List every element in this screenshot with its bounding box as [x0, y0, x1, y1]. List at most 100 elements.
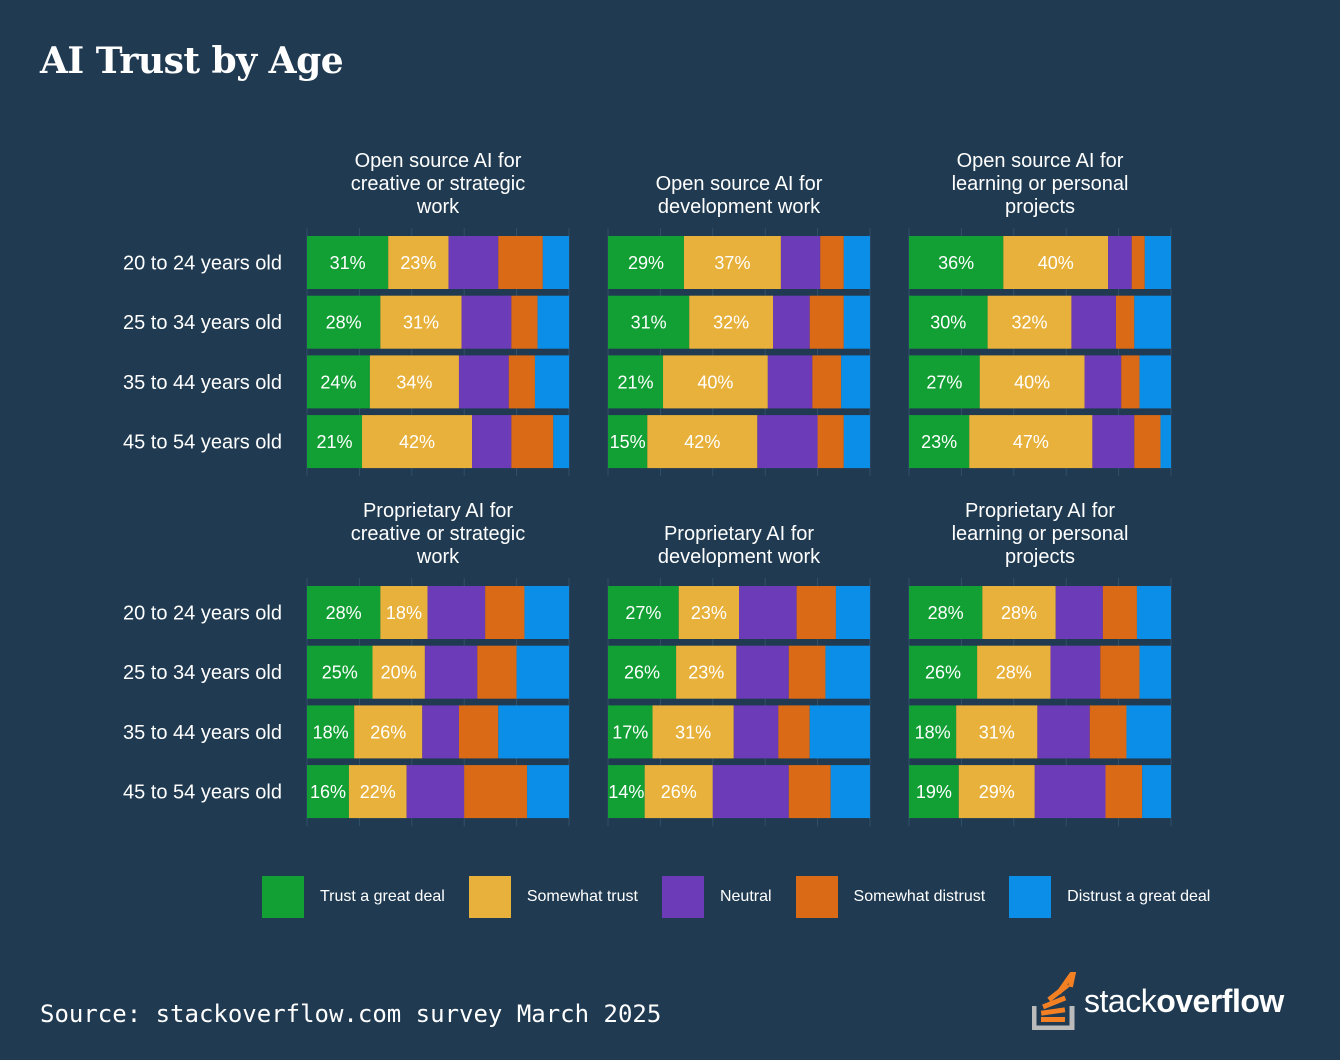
- bar-segment-neutral: [733, 705, 779, 759]
- bar-segment-somewhat-distrust: [1089, 705, 1127, 759]
- bar-segment-neutral: [1050, 645, 1101, 699]
- bar-segment-trust-a-great-deal: [909, 295, 988, 349]
- legend: Trust a great deal Somewhat trust Neutral S…: [262, 876, 1234, 918]
- legend-item: Trust a great deal: [262, 876, 459, 918]
- bar-segment-neutral: [472, 415, 512, 469]
- panel-title-line: learning or personal: [952, 173, 1129, 195]
- panel-title-line: Open source AI for: [656, 173, 823, 195]
- bar-segment-trust-a-great-deal: [307, 295, 381, 349]
- panel-title-line: projects: [1005, 196, 1075, 218]
- panel-title-line: Proprietary AI for: [363, 500, 513, 522]
- bar-segment-somewhat-distrust: [511, 295, 538, 349]
- data-label: 28%: [1001, 603, 1037, 623]
- bar-segment-somewhat-distrust: [1102, 586, 1137, 639]
- bar-segment-neutral: [448, 236, 499, 289]
- data-label: 32%: [1012, 313, 1048, 333]
- bar-segment-somewhat-trust: [647, 415, 758, 469]
- stackoverflow-logo: stackoverflow: [1032, 972, 1284, 1030]
- data-label: 14%: [608, 782, 644, 802]
- legend-label: Somewhat distrust: [853, 888, 986, 905]
- bar-segment-somewhat-trust: [372, 645, 425, 699]
- bar-segment-somewhat-trust: [1003, 236, 1109, 289]
- bar-segment-somewhat-distrust: [788, 765, 831, 819]
- data-label: 47%: [1013, 432, 1049, 452]
- bar-segment-neutral: [739, 586, 797, 639]
- bar-segment-somewhat-distrust: [817, 415, 844, 469]
- bar-segment-distrust-a-great-deal: [534, 355, 569, 409]
- data-label: 23%: [400, 253, 436, 273]
- bar-segment-somewhat-trust: [977, 645, 1051, 699]
- data-label: 26%: [661, 782, 697, 802]
- bar-segment-somewhat-distrust: [1115, 295, 1135, 349]
- bar-segment-somewhat-trust: [958, 765, 1035, 819]
- bar-segment-neutral: [780, 236, 821, 289]
- data-label: 28%: [326, 603, 362, 623]
- bar-segment-distrust-a-great-deal: [524, 586, 569, 639]
- bar-segment-trust-a-great-deal: [307, 645, 373, 699]
- legend-swatch: [661, 876, 704, 918]
- data-label: 31%: [675, 722, 711, 742]
- bar-segment-distrust-a-great-deal: [516, 645, 569, 699]
- data-label: 29%: [628, 253, 664, 273]
- bar-segment-somewhat-trust: [663, 355, 768, 409]
- panel-title-line: creative or strategic: [351, 173, 526, 195]
- legend-label: Somewhat trust: [526, 888, 638, 905]
- bar-segment-trust-a-great-deal: [608, 705, 653, 759]
- bar-segment-distrust-a-great-deal: [537, 295, 569, 349]
- bar-segment-neutral: [736, 645, 789, 699]
- panel-title-line: development work: [658, 196, 821, 218]
- bar-segment-distrust-a-great-deal: [841, 355, 870, 409]
- bar-segment-distrust-a-great-deal: [1126, 705, 1171, 759]
- data-label: 23%: [691, 603, 727, 623]
- data-label: 27%: [926, 372, 962, 392]
- source-note: Source: stackoverflow.com survey March 2…: [40, 1000, 662, 1028]
- data-label: 42%: [399, 432, 435, 452]
- bar-segment-somewhat-trust: [969, 415, 1093, 469]
- bar-segment-trust-a-great-deal: [307, 586, 381, 639]
- data-label: 19%: [916, 782, 952, 802]
- bar-segment-trust-a-great-deal: [307, 415, 363, 469]
- bar-segment-neutral: [773, 295, 810, 349]
- bar-segment-trust-a-great-deal: [608, 645, 677, 699]
- bar-segment-somewhat-distrust: [1134, 415, 1161, 469]
- bar-segment-trust-a-great-deal: [909, 586, 983, 639]
- data-label: 17%: [612, 722, 648, 742]
- data-label: 28%: [928, 603, 964, 623]
- bar-segment-trust-a-great-deal: [608, 765, 645, 819]
- bar-segment-distrust-a-great-deal: [843, 236, 870, 289]
- data-label: 23%: [688, 663, 724, 683]
- bar-segment-neutral: [757, 415, 818, 469]
- data-label: 23%: [921, 432, 957, 452]
- bar-segment-trust-a-great-deal: [608, 295, 690, 349]
- bar-segment-somewhat-distrust: [812, 355, 842, 409]
- category-label: 20 to 24 years old: [123, 603, 282, 625]
- legend-item: Somewhat distrust: [795, 876, 1000, 918]
- bar-segment-somewhat-distrust: [485, 586, 525, 639]
- bar-segment-somewhat-trust: [982, 586, 1056, 639]
- legend-label: Neutral: [719, 888, 772, 905]
- data-label: 31%: [631, 313, 667, 333]
- bar-segment-somewhat-trust: [380, 586, 428, 639]
- bar-segment-somewhat-trust: [979, 355, 1085, 409]
- legend-swatch: [262, 876, 304, 918]
- bar-segment-neutral: [406, 765, 465, 819]
- bar-segment-neutral: [1055, 586, 1103, 639]
- data-label: 40%: [1014, 372, 1050, 392]
- legend-swatch: [468, 876, 511, 918]
- bar-segment-somewhat-trust: [380, 295, 462, 349]
- bar-segment-trust-a-great-deal: [307, 705, 355, 759]
- data-label: 28%: [996, 663, 1032, 683]
- bar-segment-trust-a-great-deal: [909, 415, 970, 469]
- bar-segment-somewhat-trust: [987, 295, 1072, 349]
- panel-title-line: Proprietary AI for: [965, 500, 1115, 522]
- bar-segment-distrust-a-great-deal: [809, 705, 870, 759]
- panel-title-line: learning or personal: [952, 523, 1129, 545]
- bar-segment-trust-a-great-deal: [909, 236, 1004, 289]
- panel-title-line: Proprietary AI for: [664, 523, 814, 545]
- bar-segment-trust-a-great-deal: [608, 415, 648, 469]
- bar-segment-somewhat-distrust: [788, 645, 826, 699]
